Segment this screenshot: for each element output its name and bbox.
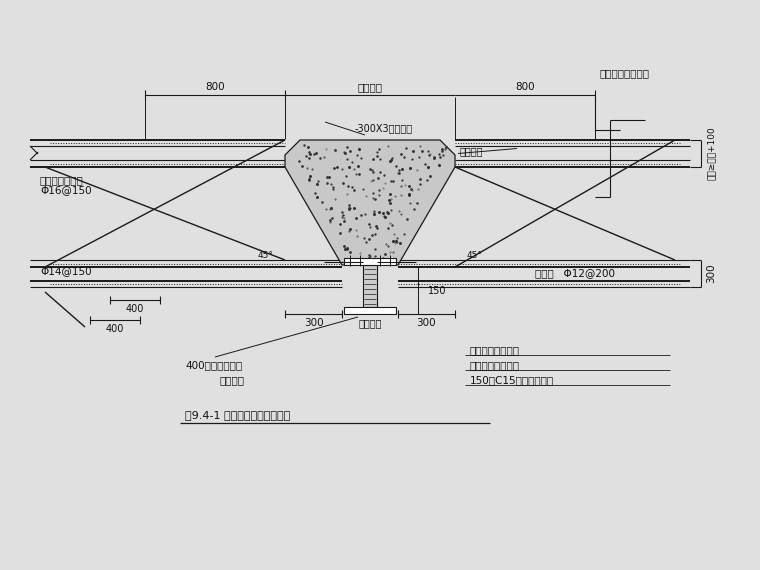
Text: 越筋≥板厚+100: 越筋≥板厚+100 [707,127,715,180]
Text: -300X3钢板止水: -300X3钢板止水 [355,123,413,133]
Text: 150厚C15素混凝土垫层: 150厚C15素混凝土垫层 [470,375,554,385]
Text: 45°: 45° [467,251,483,260]
Text: 嵌缝材料: 嵌缝材料 [460,146,483,156]
Text: 800: 800 [205,82,225,92]
Text: 图9.4-1 地下室底板后浇带构造: 图9.4-1 地下室底板后浇带构造 [185,410,290,420]
Text: 原底板筋连长不断: 原底板筋连长不断 [600,68,650,78]
Text: 45°: 45° [257,251,273,260]
Polygon shape [285,140,455,265]
Text: 后浇带宽: 后浇带宽 [357,82,382,92]
Text: 300: 300 [416,318,435,328]
Text: 细石混凝土保护层: 细石混凝土保护层 [470,345,520,355]
Text: 800: 800 [515,82,535,92]
Text: Φ16@150: Φ16@150 [40,185,92,195]
Text: 150: 150 [428,286,447,295]
Text: 附加卷材防水材料: 附加卷材防水材料 [470,360,520,370]
Text: 400宽橡胶止水带: 400宽橡胶止水带 [185,360,242,370]
Text: 嵌缝材料: 嵌缝材料 [220,375,245,385]
Text: 分布筋   Φ12@200: 分布筋 Φ12@200 [535,268,615,279]
Bar [363,265,377,307]
Text: 300: 300 [304,318,324,328]
Text: 400: 400 [126,304,144,314]
Text: Φ14@150: Φ14@150 [40,266,92,276]
Bar [344,258,396,265]
Text: 300: 300 [706,264,716,283]
Text: 后浇带加强钢筋: 后浇带加强钢筋 [40,175,84,185]
Text: 400: 400 [106,324,124,334]
Bar [344,307,396,314]
Text: 后浇带宽: 后浇带宽 [358,318,382,328]
